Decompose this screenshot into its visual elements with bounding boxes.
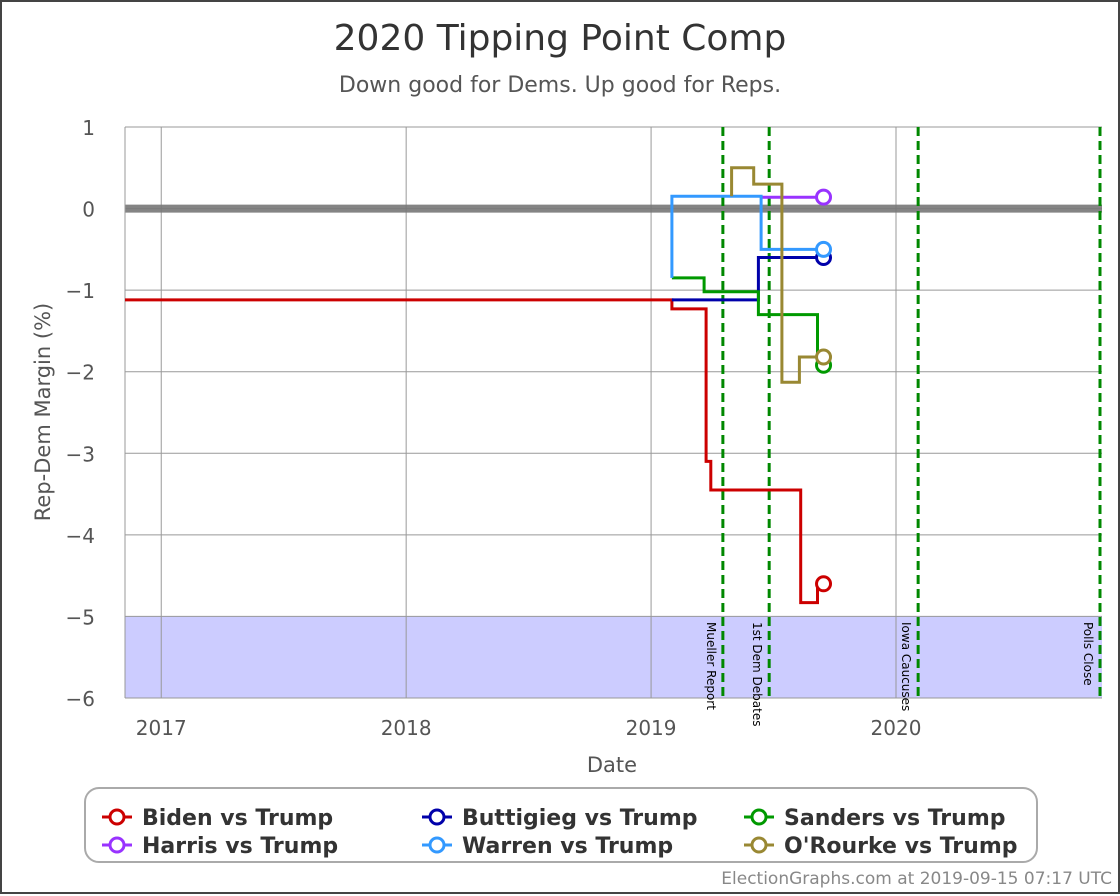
event-label: Iowa Caucuses — [899, 622, 913, 711]
legend-swatch-marker — [108, 808, 126, 826]
shaded-band — [125, 616, 1102, 698]
event-label: 1st Dem Debates — [750, 622, 764, 726]
series-end-marker — [815, 240, 833, 258]
legend-box — [84, 787, 1038, 863]
legend: Biden vs Trump Buttigieg vs Trump Sanders … — [84, 787, 1038, 863]
legend-label: Harris vs Trump — [142, 834, 338, 859]
legend-label: Buttigieg vs Trump — [462, 806, 698, 831]
series-end-marker — [815, 348, 833, 366]
y-tick-label: −4 — [66, 524, 95, 548]
legend-label: Sanders vs Trump — [784, 806, 1006, 831]
series-line — [671, 276, 824, 367]
legend-swatch-marker — [108, 836, 126, 854]
legend-swatch-marker — [750, 808, 768, 826]
y-tick-label: 1 — [82, 116, 95, 140]
legend-label: O'Rourke vs Trump — [784, 834, 1018, 859]
x-axis-label: Date — [587, 753, 637, 777]
legend-swatch-marker — [428, 808, 446, 826]
series-line — [125, 298, 824, 605]
legend-label: Warren vs Trump — [462, 834, 673, 859]
series-end-marker — [815, 575, 833, 593]
chart-subtitle: Down good for Dems. Up good for Reps. — [339, 73, 781, 98]
x-tick-label: 2020 — [871, 716, 922, 740]
y-tick-label: −2 — [66, 361, 95, 385]
legend-swatch-marker — [428, 836, 446, 854]
legend-label: Biden vs Trump — [142, 806, 333, 831]
footer-credit: ElectionGraphs.com at 2019-09-15 07:17 U… — [721, 869, 1112, 889]
y-tick-label: −1 — [66, 279, 95, 303]
series-line — [730, 166, 824, 384]
y-axis-label: Rep-Dem Margin (%) — [31, 303, 55, 521]
plot-area: 1 0 −1 −2 −3 −4 −5 −6 2017 2018 2019 2020 Mueller Re… — [66, 116, 1102, 740]
legend-swatch-marker — [750, 836, 768, 854]
x-tick-label: 2018 — [381, 716, 432, 740]
y-tick-label: 0 — [82, 198, 95, 222]
y-tick-label: −5 — [66, 605, 95, 629]
x-tick-label: 2017 — [136, 716, 187, 740]
series-line — [671, 256, 824, 302]
event-label: Mueller Report — [704, 622, 718, 710]
chart-title: 2020 Tipping Point Comp — [334, 18, 787, 59]
y-tick-label: −6 — [66, 687, 95, 711]
series-end-marker — [815, 188, 833, 206]
y-tick-label: −3 — [66, 442, 95, 466]
x-tick-label: 2019 — [626, 716, 677, 740]
event-label: Polls Close — [1081, 622, 1095, 686]
